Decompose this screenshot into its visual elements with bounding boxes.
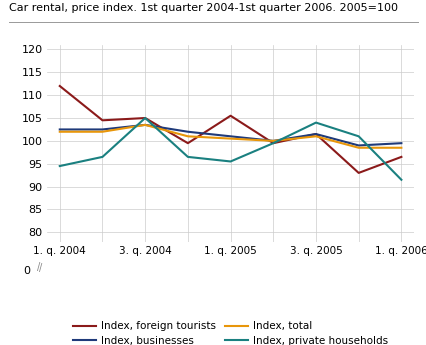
Index, businesses [100,127,105,131]
Index, businesses [313,132,318,136]
Index, businesses [185,130,190,134]
Index, private households [313,120,318,125]
Index, businesses [227,134,233,138]
Index, total [100,130,105,134]
Index, foreign tourists [142,116,147,120]
Index, private households [227,159,233,164]
Index, foreign tourists [313,132,318,136]
Index, foreign tourists [227,114,233,118]
Index, private households [57,164,62,168]
Index, foreign tourists [57,84,62,88]
Index, private households [398,178,403,182]
Line: Index, total: Index, total [60,125,400,148]
Text: /: / [38,263,42,273]
Index, businesses [57,127,62,131]
Index, private households [100,155,105,159]
Index, foreign tourists [100,118,105,122]
Index, businesses [355,144,360,148]
Index, total [57,130,62,134]
Index, foreign tourists [185,141,190,145]
Index, private households [142,116,147,120]
Index, private households [270,141,275,145]
Index, total [313,134,318,138]
Index, total [227,137,233,141]
Index, foreign tourists [355,171,360,175]
Index, total [142,123,147,127]
Index, total [270,139,275,143]
Index, private households [185,155,190,159]
Index, total [355,146,360,150]
Index, businesses [270,139,275,143]
Index, businesses [398,141,403,145]
Index, total [398,146,403,150]
Legend: Index, foreign tourists, Index, businesses, Index, total, Index, private househo: Index, foreign tourists, Index, business… [73,322,387,345]
Text: 0: 0 [23,266,30,276]
Text: Car rental, price index. 1st quarter 2004-1st quarter 2006. 2005=100: Car rental, price index. 1st quarter 200… [9,3,397,13]
Index, businesses [142,123,147,127]
Index, private households [355,134,360,138]
Index, total [185,134,190,138]
Line: Index, foreign tourists: Index, foreign tourists [60,86,400,173]
Index, foreign tourists [398,155,403,159]
Line: Index, private households: Index, private households [60,118,400,180]
Index, foreign tourists [270,141,275,145]
Text: /: / [37,263,40,272]
Line: Index, businesses: Index, businesses [60,125,400,146]
